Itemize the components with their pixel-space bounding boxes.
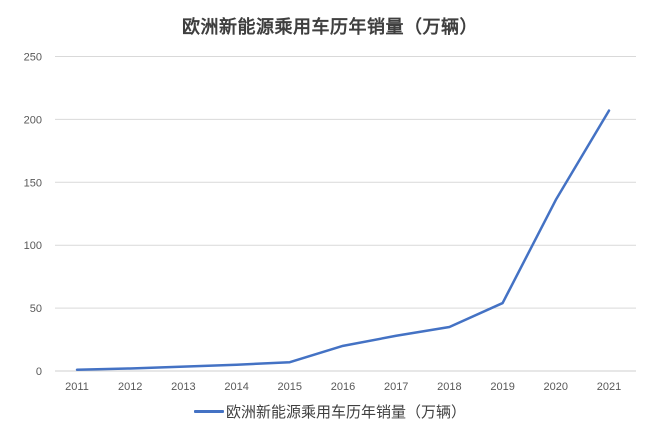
x-tick-label: 2018 — [437, 381, 461, 393]
x-tick-label: 2011 — [65, 381, 89, 393]
legend-label: 欧洲新能源乘用车历年销量（万辆） — [225, 404, 466, 421]
y-tick-label: 50 — [30, 303, 42, 315]
x-tick-label: 2019 — [490, 381, 514, 393]
x-tick-label: 2016 — [331, 381, 355, 393]
chart-title: 欧洲新能源乘用车历年销量（万辆） — [182, 17, 478, 37]
y-tick-label: 250 — [24, 52, 42, 64]
y-tick-label: 200 — [24, 114, 42, 126]
y-tick-label: 150 — [24, 177, 42, 189]
y-tick-label: 0 — [36, 366, 42, 378]
x-tick-label: 2021 — [597, 381, 621, 393]
x-tick-label: 2015 — [278, 381, 302, 393]
x-tick-label: 2017 — [384, 381, 408, 393]
legend-line-marker-icon — [193, 410, 224, 413]
y-tick-label: 100 — [24, 240, 42, 252]
x-tick-label: 2014 — [224, 381, 248, 393]
x-tick-label: 2013 — [171, 381, 195, 393]
chart-legend: 欧洲新能源乘用车历年销量（万辆） — [0, 401, 660, 422]
x-tick-label: 2012 — [118, 381, 142, 393]
series-line — [75, 109, 611, 371]
x-tick-label: 2020 — [544, 381, 568, 393]
